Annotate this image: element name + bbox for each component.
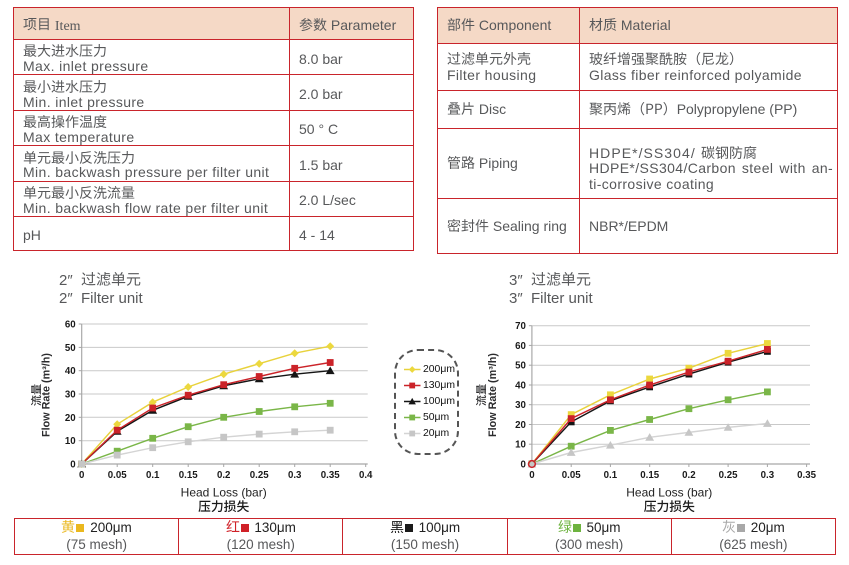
svg-text:10: 10 bbox=[515, 440, 526, 451]
svg-text:0.25: 0.25 bbox=[719, 470, 738, 481]
svg-text:50: 50 bbox=[65, 343, 76, 354]
svg-text:60: 60 bbox=[515, 341, 526, 352]
svg-text:70: 70 bbox=[515, 321, 526, 332]
svg-text:0.2: 0.2 bbox=[217, 470, 230, 481]
svg-text:50: 50 bbox=[515, 361, 526, 372]
svg-text:0: 0 bbox=[70, 460, 75, 471]
svg-text:20: 20 bbox=[65, 413, 76, 424]
svg-text:0.25: 0.25 bbox=[250, 470, 269, 481]
svg-text:20: 20 bbox=[515, 420, 526, 431]
svg-text:0.05: 0.05 bbox=[562, 470, 581, 481]
svg-text:0.15: 0.15 bbox=[179, 470, 198, 481]
svg-text:0.4: 0.4 bbox=[359, 470, 373, 481]
svg-text:0.2: 0.2 bbox=[682, 470, 695, 481]
svg-text:10: 10 bbox=[65, 436, 76, 447]
svg-text:0.1: 0.1 bbox=[604, 470, 618, 481]
svg-text:0: 0 bbox=[529, 470, 534, 481]
svg-text:0.05: 0.05 bbox=[108, 470, 127, 481]
svg-text:0: 0 bbox=[79, 470, 84, 481]
svg-text:0.3: 0.3 bbox=[288, 470, 302, 481]
svg-text:0.35: 0.35 bbox=[321, 470, 340, 481]
svg-text:Head Loss (bar): Head Loss (bar) bbox=[626, 485, 712, 499]
svg-text:Flow Rate (m³/h): Flow Rate (m³/h) bbox=[41, 353, 53, 437]
svg-text:40: 40 bbox=[515, 381, 526, 392]
svg-text:30: 30 bbox=[515, 400, 526, 411]
svg-text:40: 40 bbox=[65, 366, 76, 377]
svg-text:Flow Rate (m³/h): Flow Rate (m³/h) bbox=[487, 353, 499, 437]
svg-text:Head Loss (bar): Head Loss (bar) bbox=[181, 485, 267, 499]
svg-text:0: 0 bbox=[521, 460, 526, 471]
svg-text:0.15: 0.15 bbox=[640, 470, 659, 481]
svg-text:0.35: 0.35 bbox=[797, 470, 816, 481]
svg-text:0.3: 0.3 bbox=[761, 470, 775, 481]
svg-text:0.1: 0.1 bbox=[146, 470, 160, 481]
svg-text:60: 60 bbox=[65, 320, 76, 331]
svg-text:30: 30 bbox=[65, 390, 76, 401]
